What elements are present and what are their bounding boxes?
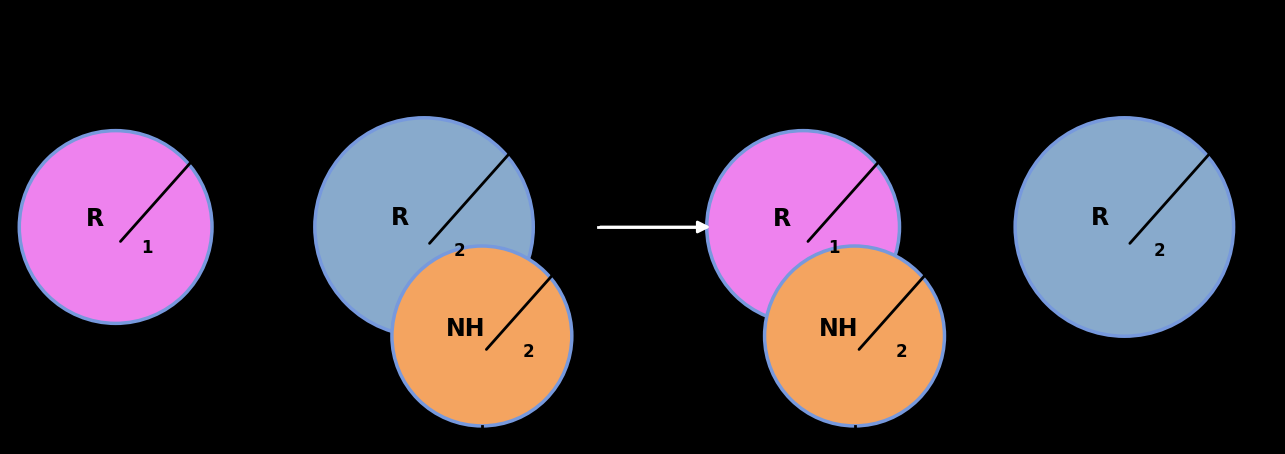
Ellipse shape bbox=[1015, 118, 1234, 336]
Text: 2: 2 bbox=[454, 242, 465, 260]
Text: 2: 2 bbox=[523, 343, 535, 361]
Text: R: R bbox=[772, 207, 792, 231]
Text: 1: 1 bbox=[829, 239, 839, 257]
Text: R: R bbox=[391, 206, 409, 230]
Ellipse shape bbox=[392, 246, 572, 426]
Ellipse shape bbox=[765, 246, 944, 426]
Text: NH: NH bbox=[446, 317, 486, 341]
Text: 2: 2 bbox=[896, 343, 907, 361]
Ellipse shape bbox=[19, 131, 212, 323]
Ellipse shape bbox=[707, 131, 900, 323]
Text: 1: 1 bbox=[141, 239, 152, 257]
Text: R: R bbox=[1091, 206, 1109, 230]
Text: NH: NH bbox=[819, 317, 858, 341]
Ellipse shape bbox=[315, 118, 533, 336]
Text: R: R bbox=[85, 207, 104, 231]
Text: 2: 2 bbox=[1154, 242, 1165, 260]
